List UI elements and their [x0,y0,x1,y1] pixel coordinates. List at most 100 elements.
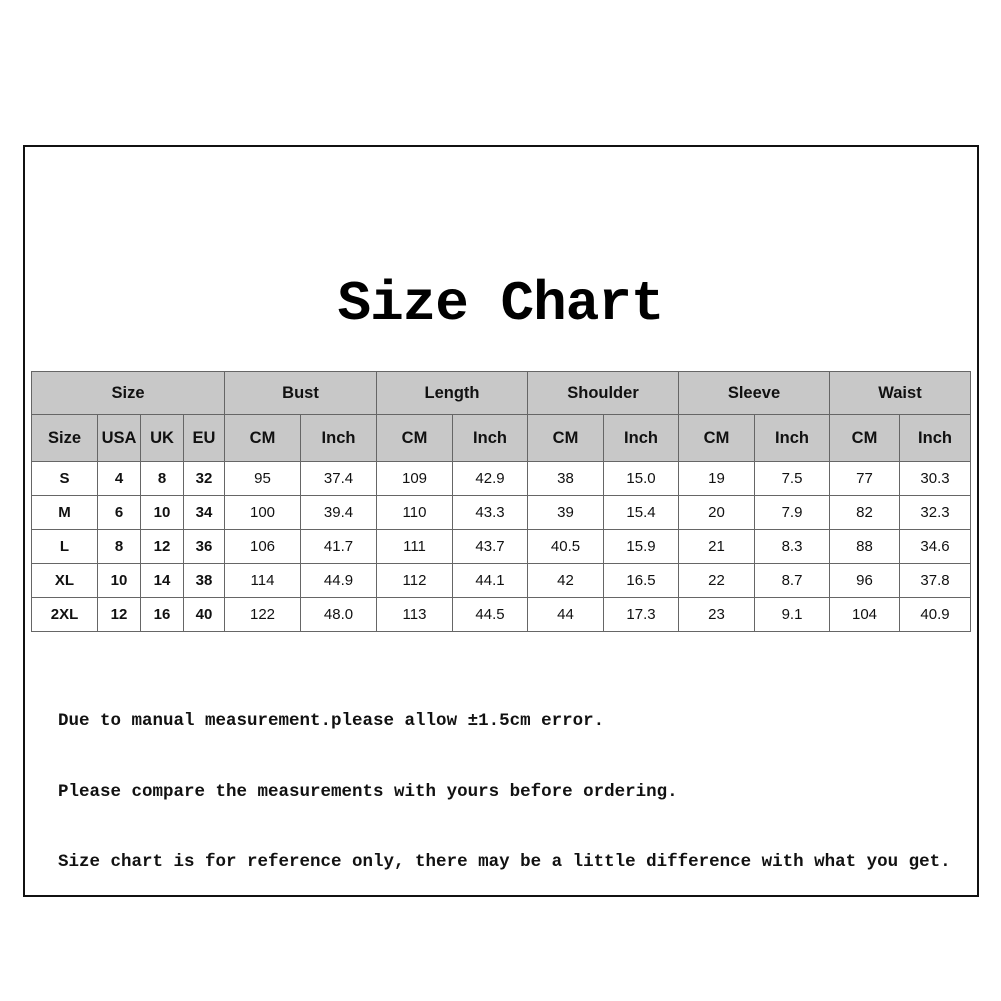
table-cell: 8.3 [754,529,830,564]
table-cell: 42.9 [452,461,528,496]
group-header-size: Size [31,371,225,415]
table-cell: M [31,495,98,530]
notes: Due to manual measurement.please allow ±… [58,663,951,898]
table-cell: L [31,529,98,564]
table-cell: 20 [678,495,755,530]
table-cell: 40.9 [899,597,971,632]
table-cell: 22 [678,563,755,598]
table-cell: 100 [224,495,301,530]
table-cell: 10 [97,563,141,598]
table-cell: 39.4 [300,495,377,530]
group-header-length: Length [376,371,528,415]
table-cell: 36 [183,529,225,564]
table-cell: 38 [183,563,225,598]
table-cell: 16 [140,597,184,632]
page-title: Size Chart [337,272,664,336]
table-cell: 15.9 [603,529,679,564]
table-cell: 15.4 [603,495,679,530]
table-cell: 96 [829,563,900,598]
table-row: S 4 8 32 95 37.4 109 42.9 38 15.0 19 7.5 77 30.3 [31,461,971,496]
sub-header: CM [376,414,453,462]
table-cell: 106 [224,529,301,564]
table-cell: 43.3 [452,495,528,530]
sub-header: Inch [452,414,528,462]
table-cell: 41.7 [300,529,377,564]
sub-header: CM [829,414,900,462]
sub-header: Inch [754,414,830,462]
table-cell: 114 [224,563,301,598]
table-row: XL 10 14 38 114 44.9 112 44.1 42 16.5 22 8.7 96 37.8 [31,563,971,598]
table-cell: 8 [140,461,184,496]
table-cell: XL [31,563,98,598]
sub-header: CM [678,414,755,462]
table-cell: 12 [97,597,141,632]
group-header-bust: Bust [224,371,377,415]
table-cell: 122 [224,597,301,632]
table-cell: 104 [829,597,900,632]
group-header-waist: Waist [829,371,971,415]
table-cell: 9.1 [754,597,830,632]
table-cell: 14 [140,563,184,598]
table-cell: 34.6 [899,529,971,564]
table-row: 2XL 12 16 40 122 48.0 113 44.5 44 17.3 23 9.1 104 40.… [31,597,971,632]
table-cell: 40.5 [527,529,604,564]
sub-header: Inch [300,414,377,462]
table-cell: 44 [527,597,604,632]
table-cell: 111 [376,529,453,564]
sub-header: USA [97,414,141,462]
table-cell: S [31,461,98,496]
table-cell: 21 [678,529,755,564]
table-cell: 48.0 [300,597,377,632]
table-cell: 113 [376,597,453,632]
table-cell: 32.3 [899,495,971,530]
table-cell: 37.8 [899,563,971,598]
sub-header: Size [31,414,98,462]
table-row: M 6 10 34 100 39.4 110 43.3 39 15.4 20 7.9 82 32.3 [31,495,971,530]
sub-header: CM [527,414,604,462]
table-cell: 8 [97,529,141,564]
chart-frame [23,145,979,897]
table-cell: 10 [140,495,184,530]
sub-header: Inch [899,414,971,462]
table-cell: 43.7 [452,529,528,564]
group-header-sleeve: Sleeve [678,371,830,415]
table-cell: 88 [829,529,900,564]
group-header-row: Size Bust Length Shoulder Sleeve Waist [31,371,971,415]
table-cell: 6 [97,495,141,530]
size-table: Size Bust Length Shoulder Sleeve Waist Size USA… [31,371,971,632]
table-cell: 38 [527,461,604,496]
table-cell: 44.9 [300,563,377,598]
note-line: Size chart is for reference only, there … [58,852,951,872]
table-cell: 30.3 [899,461,971,496]
table-cell: 23 [678,597,755,632]
table-cell: 77 [829,461,900,496]
sub-header: CM [224,414,301,462]
sub-header-row: Size USA UK EU CM Inch CM Inch CM Inch CM Inch CM Inc… [31,414,971,462]
table-cell: 7.5 [754,461,830,496]
table-cell: 82 [829,495,900,530]
table-cell: 37.4 [300,461,377,496]
table-cell: 16.5 [603,563,679,598]
table-cell: 32 [183,461,225,496]
table-cell: 42 [527,563,604,598]
table-cell: 19 [678,461,755,496]
table-cell: 109 [376,461,453,496]
table-cell: 39 [527,495,604,530]
sub-header: UK [140,414,184,462]
table-cell: 44.1 [452,563,528,598]
note-line: Due to manual measurement.please allow ±… [58,711,605,731]
table-cell: 40 [183,597,225,632]
note-line: Please compare the measurements with you… [58,781,678,802]
table-cell: 95 [224,461,301,496]
table-cell: 15.0 [603,461,679,496]
table-cell: 34 [183,495,225,530]
table-cell: 4 [97,461,141,496]
table-cell: 44.5 [452,597,528,632]
group-header-shoulder: Shoulder [527,371,679,415]
sub-header: EU [183,414,225,462]
table-cell: 8.7 [754,563,830,598]
table-row: L 8 12 36 106 41.7 111 43.7 40.5 15.9 21 8.3 88 34.6 [31,529,971,564]
sub-header: Inch [603,414,679,462]
table-cell: 12 [140,529,184,564]
table-cell: 110 [376,495,453,530]
